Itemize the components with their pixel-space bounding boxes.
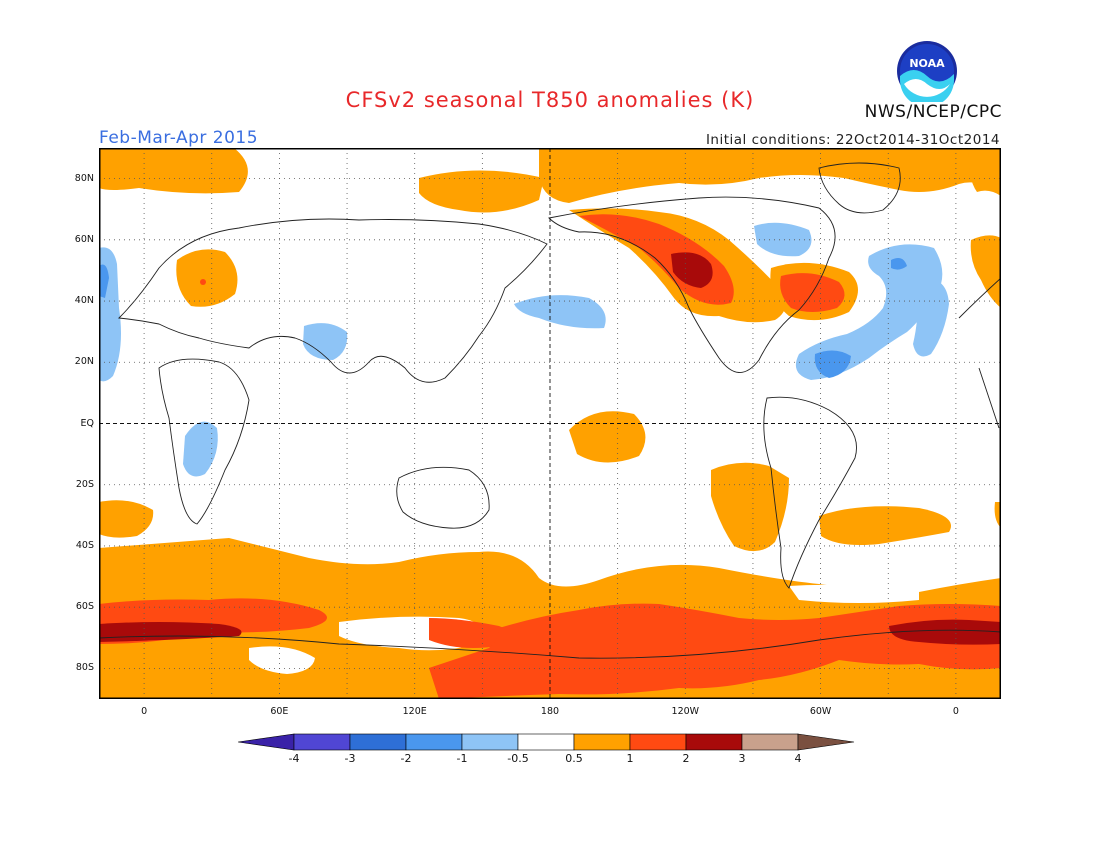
colorbar-segment <box>349 733 407 751</box>
anomaly-region <box>569 411 646 463</box>
colorbar-segment <box>685 733 743 751</box>
anomaly-region <box>200 279 206 285</box>
latitude-tick-label: 60N <box>74 233 94 245</box>
initial-conditions-label: Initial conditions: 22Oct2014-31Oct2014 <box>705 132 1000 148</box>
anomaly-region <box>671 252 713 288</box>
colorbar-tick-label: 0.5 <box>565 752 583 765</box>
anomaly-region <box>99 264 109 298</box>
latitude-tick-label: 80N <box>74 172 94 184</box>
anomaly-region <box>789 584 919 603</box>
anomaly-map <box>99 148 1001 699</box>
anomaly-region <box>303 323 348 360</box>
longitude-tick-label: 60W <box>809 706 832 717</box>
longitude-tick-label: 120W <box>671 706 700 717</box>
colorbar <box>238 733 855 751</box>
colorbar-tick-label: -4 <box>288 752 300 765</box>
anomaly-region <box>795 244 943 380</box>
anomaly-region <box>249 646 315 674</box>
colorbar-segment <box>293 733 351 751</box>
colorbar-tick-label: 4 <box>794 752 802 765</box>
colorbar-tick-label: -2 <box>400 752 412 765</box>
longitude-tick-label: 60E <box>270 706 289 717</box>
colorbar-tick-label: -1 <box>456 752 468 765</box>
colorbar-segment <box>517 733 575 751</box>
latitude-tick-label: 60S <box>75 601 94 613</box>
anomaly-region <box>176 249 238 307</box>
anomaly-region <box>754 222 812 257</box>
anomaly-region <box>994 502 1001 528</box>
noaa-logo-text: NOAA <box>909 57 945 70</box>
anomaly-region <box>913 279 949 357</box>
colorbar-tick-label: 2 <box>682 752 690 765</box>
anomaly-region <box>183 421 218 477</box>
agency-label: NWS/NCEP/CPC <box>864 102 1002 122</box>
colorbar-segment <box>797 733 855 751</box>
colorbar-tick-label: -0.5 <box>507 752 529 765</box>
longitude-tick-label: 0 <box>141 706 148 717</box>
colorbar-segment <box>629 733 687 751</box>
anomaly-region <box>968 148 1001 196</box>
colorbar-segment <box>573 733 631 751</box>
anomaly-region <box>889 619 1001 645</box>
latitude-tick-label: 40N <box>74 295 94 307</box>
anomaly-region <box>539 148 1001 203</box>
latitude-tick-label: 40S <box>75 539 94 551</box>
anomaly-region <box>891 258 907 270</box>
colorbar-tick-label: 3 <box>738 752 746 765</box>
anomaly-region <box>814 350 851 378</box>
anomaly-region <box>429 603 1001 699</box>
longitude-tick-label: 120E <box>402 706 427 717</box>
colorbar-segment <box>741 733 799 751</box>
longitude-tick-label: 180 <box>540 706 560 717</box>
colorbar-segment <box>238 733 295 751</box>
season-label: Feb-Mar-Apr 2015 <box>99 128 259 148</box>
anomaly-region <box>99 148 248 194</box>
coastlines <box>99 162 1001 659</box>
chart-title: CFSv2 seasonal T850 anomalies (K) <box>345 88 755 112</box>
colorbar-tick-label: 1 <box>626 752 634 765</box>
reference-lines <box>99 148 1001 699</box>
latitude-tick-label: 20S <box>75 478 94 490</box>
colorbar-tick-label: -3 <box>344 752 356 765</box>
colorbar-segment <box>405 733 463 751</box>
longitude-tick-label: 0 <box>952 706 959 717</box>
colorbar-segment <box>461 733 519 751</box>
anomaly-field <box>99 148 1001 699</box>
anomaly-region <box>419 170 544 213</box>
anomaly-region <box>429 618 514 648</box>
anomaly-region <box>514 295 606 329</box>
latitude-tick-label: EQ <box>80 417 94 429</box>
anomaly-region <box>819 506 951 545</box>
anomaly-region <box>970 235 1001 308</box>
noaa-logo-icon: NOAA <box>897 41 957 102</box>
anomaly-region <box>99 500 154 538</box>
latitude-tick-label: 80S <box>75 662 94 674</box>
latitude-tick-label: 20N <box>74 356 94 368</box>
map-frame <box>99 148 1001 699</box>
